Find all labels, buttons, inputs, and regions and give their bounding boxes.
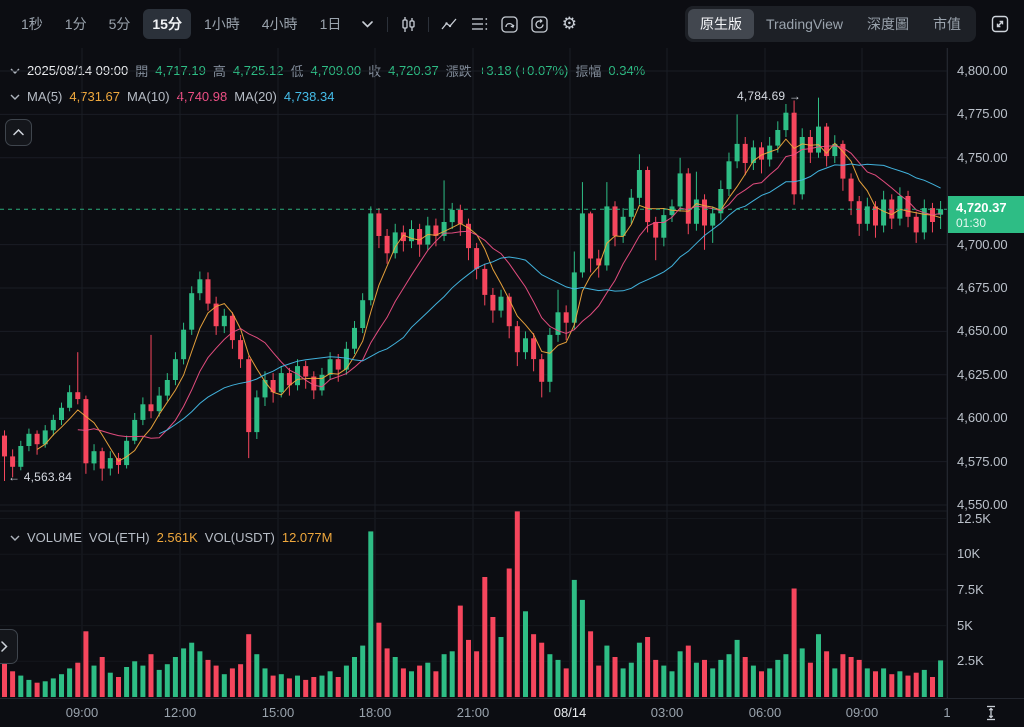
low-annotation: ← 4,563.84 xyxy=(8,470,73,484)
timeframe-1d[interactable]: 1日 xyxy=(319,16,342,32)
chevron-right-icon xyxy=(0,641,8,652)
price-axis-label: 4,750.00 xyxy=(957,149,1008,165)
time-axis-label: 08/14 xyxy=(553,705,587,720)
ma10-label: MA(10) xyxy=(127,89,170,104)
volume-row: VOLUME VOL(ETH) 2.561K VOL(USDT) 12.077M xyxy=(10,530,332,545)
chevron-down-icon[interactable] xyxy=(355,11,379,37)
volume-axis-label: 5K xyxy=(957,617,973,633)
ma20-value: 4,738.34 xyxy=(283,89,335,104)
timeframe-5m[interactable]: 5分 xyxy=(108,16,131,32)
indicator-icon[interactable] xyxy=(437,11,461,37)
price-axis-label: 4,625.00 xyxy=(957,366,1008,382)
gear-icon: ⚙ xyxy=(561,13,577,34)
time-axis-label: 15:00 xyxy=(261,705,295,720)
price-axis-label: 4,800.00 xyxy=(957,63,1008,78)
toolbar-divider xyxy=(387,16,389,32)
list-settings-icon[interactable] xyxy=(467,11,491,37)
vol-eth-label: VOL(ETH) xyxy=(88,530,150,545)
timeframe-1h[interactable]: 1小時 xyxy=(203,16,240,32)
candle-countdown: 01:30 xyxy=(956,215,987,230)
volume-axis-label: 2.5K xyxy=(957,653,984,669)
last-price-value: 4,720.37 xyxy=(956,199,1007,215)
ma5-line xyxy=(36,138,941,462)
collapse-pane-button[interactable] xyxy=(5,119,32,146)
toolbar-divider xyxy=(428,16,430,32)
time-axis-label: 18:00 xyxy=(358,705,392,720)
price-axis-label: 4,575.00 xyxy=(957,453,1008,469)
ma20-line xyxy=(158,163,941,435)
time-axis-label: 09:00 xyxy=(65,705,99,720)
tab-native[interactable]: 原生版 xyxy=(687,9,754,39)
volume-title: VOLUME xyxy=(27,530,82,545)
settings-icon[interactable]: ⚙ xyxy=(557,11,581,37)
time-axis-label: 03:00 xyxy=(650,705,684,720)
vol-usdt-label: VOL(USDT) xyxy=(204,530,275,545)
replay-icon[interactable] xyxy=(527,11,551,37)
toolbar: 1秒 1分 5分 15分 1小時 4小時 1日 xyxy=(0,0,1024,48)
grid-lines xyxy=(0,48,947,698)
candlestick-chart[interactable] xyxy=(0,48,947,698)
price-axis-label: 4,675.00 xyxy=(957,280,1008,295)
timeframe-1m[interactable]: 1分 xyxy=(64,16,87,32)
vol-usdt-value: 12.077M xyxy=(281,530,333,545)
vol-eth-value: 2.561K xyxy=(156,530,198,545)
chevron-up-icon xyxy=(13,129,24,136)
tab-tradingview[interactable]: TradingView xyxy=(765,16,843,32)
timeframe-15m[interactable]: 15分 xyxy=(143,9,191,39)
fullscreen-icon[interactable] xyxy=(988,12,1012,36)
chevron-down-icon[interactable] xyxy=(10,68,20,74)
price-axis-label: 4,775.00 xyxy=(957,106,1008,122)
time-axis-label: 1 xyxy=(943,705,951,720)
time-axis[interactable]: 09:00 12:00 15:00 18:00 21:00 08/14 03:00 06:00… xyxy=(0,698,1024,727)
timeframe-1s[interactable]: 1秒 xyxy=(21,16,43,32)
expand-pane-button[interactable] xyxy=(0,629,18,664)
view-tabs: 原生版 TradingView 深度圖 市值 xyxy=(684,6,976,42)
volume-axis-label: 12.5K xyxy=(957,510,991,526)
tab-marketcap[interactable]: 市值 xyxy=(933,16,961,32)
volume-bars xyxy=(2,511,944,697)
time-axis-label: 09:00 xyxy=(845,705,879,720)
ma10-line xyxy=(77,145,941,439)
ma20-label: MA(20) xyxy=(234,89,277,104)
time-axis-label: 21:00 xyxy=(456,705,490,720)
timeframe-4h[interactable]: 4小時 xyxy=(261,16,298,32)
chevron-down-icon[interactable] xyxy=(10,94,20,100)
ma5-label: MA(5) xyxy=(27,89,63,104)
axis-scale-icon[interactable] xyxy=(981,702,1001,724)
ma10-value: 4,740.98 xyxy=(176,89,228,104)
price-axis-label: 4,650.00 xyxy=(957,323,1008,339)
price-axis-label: 4,600.00 xyxy=(957,410,1008,426)
price-axis-label: 4,700.00 xyxy=(957,236,1008,252)
last-price-badge: 4,720.37 01:30 xyxy=(948,196,1024,233)
formula-icon[interactable] xyxy=(497,11,521,37)
time-axis-label: 12:00 xyxy=(163,705,197,720)
volume-axis-label: 7.5K xyxy=(957,581,984,597)
chevron-down-icon[interactable] xyxy=(10,535,20,541)
time-axis-label: 06:00 xyxy=(748,705,782,720)
price-axis[interactable]: 4,720.37 01:30 4,800.00 4,775.00 4,750.00 4… xyxy=(947,48,1024,698)
volume-axis-label: 10K xyxy=(957,546,981,562)
price-axis-label: 4,550.00 xyxy=(957,497,1008,512)
tab-depth[interactable]: 深度圖 xyxy=(867,16,909,32)
high-annotation: 4,784.69 → xyxy=(737,89,802,103)
candles xyxy=(2,97,944,481)
candlestick-icon[interactable] xyxy=(396,11,420,37)
